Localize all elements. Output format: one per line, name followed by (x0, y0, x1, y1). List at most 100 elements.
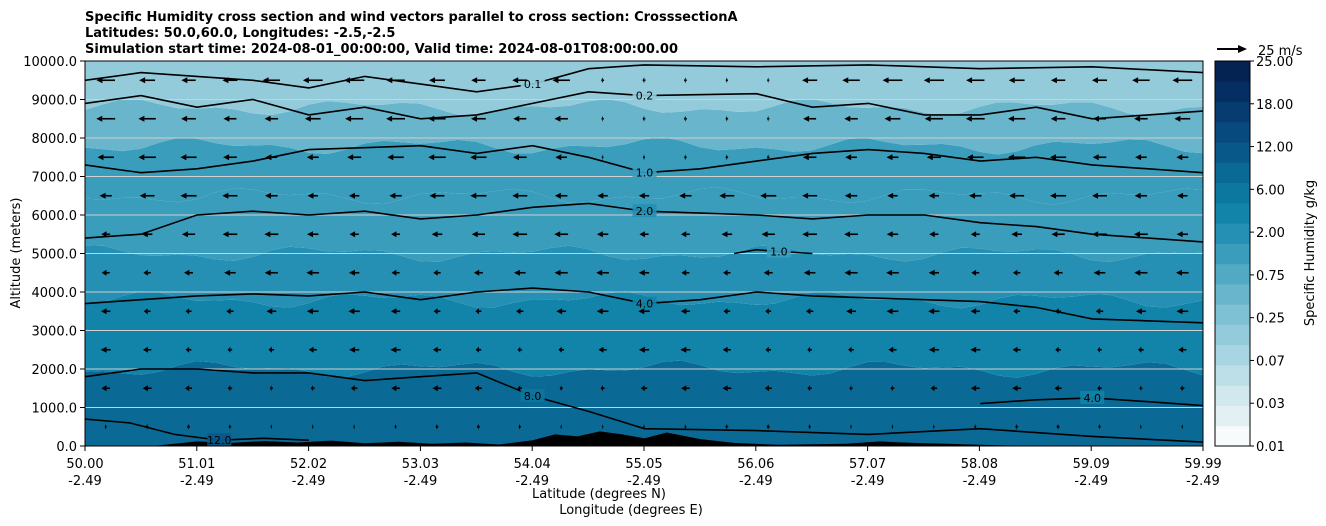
wind-vector-head (1013, 308, 1018, 315)
wind-vector-head (1139, 385, 1142, 392)
wind-vector-head (470, 154, 477, 161)
x-axis-label-latitude: Latitude (degrees N) (532, 487, 666, 502)
wind-vector-head (597, 192, 604, 199)
vector-key-arrow-head (1238, 45, 1247, 53)
wind-vector-head (601, 154, 603, 161)
contour-label: 1.0 (636, 167, 654, 180)
wind-vector-head (435, 423, 438, 430)
wind-vector-head (760, 192, 767, 199)
wind-vector-head (601, 77, 603, 84)
colorbar-segment (1215, 101, 1250, 123)
wind-vector-head (1176, 154, 1183, 161)
wind-vector-head (1177, 192, 1184, 199)
colorbar-segment (1215, 142, 1250, 163)
x-tick-label-longitude: -2.49 (1186, 474, 1220, 489)
wind-vector-head (970, 385, 977, 392)
wind-vector-head (264, 231, 271, 238)
wind-vector-head (844, 231, 851, 238)
wind-vector-head (471, 231, 478, 238)
wind-vector-head (141, 231, 148, 238)
wind-vector-head (554, 269, 561, 276)
x-tick-label-longitude: -2.49 (963, 474, 997, 489)
wind-vector-head (181, 231, 188, 238)
x-tick-label-latitude: 53.03 (402, 457, 439, 472)
wind-vector-head (99, 192, 106, 199)
wind-vector-head (386, 115, 393, 122)
x-axis: 50.00 -2.49 51.01 -2.49 52.02 -2.49 53.03 -2.49… (66, 446, 1222, 489)
x-tick-label-longitude: -2.49 (627, 474, 661, 489)
wind-vector-head (266, 308, 273, 315)
colorbar-tick-label: 0.07 (1256, 354, 1285, 369)
wind-vector-head (349, 231, 356, 238)
contour-line (85, 90, 1203, 120)
wind-vector-head (222, 192, 229, 199)
wind-vector-head (184, 385, 190, 392)
colorbar-segment (1215, 304, 1250, 325)
wind-vector-head (1134, 269, 1141, 276)
plot-area: 0.1 0.2 1.0 2.0 1.0 4.0 8.0 4.0 12.0 (85, 61, 1203, 446)
wind-vector-head (807, 346, 811, 353)
wind-vector-head (223, 115, 230, 122)
terrain (85, 431, 1203, 446)
wind-vector-head (1008, 77, 1015, 84)
wind-vector-head (433, 269, 438, 276)
x-tick-label-latitude: 59.99 (1184, 457, 1221, 472)
wind-vector-head (96, 77, 103, 84)
wind-vector-head (725, 115, 728, 122)
wind-vector-head (802, 231, 809, 238)
wind-vector-head (344, 77, 351, 84)
wind-vector-head (347, 154, 354, 161)
wind-vector-head (428, 115, 435, 122)
wind-vector-head (518, 423, 521, 430)
x-tick-label-latitude: 56.06 (737, 457, 774, 472)
wind-vector-head (1138, 346, 1142, 353)
wind-vector-head (1134, 192, 1141, 199)
contour-label: 0.2 (636, 90, 654, 103)
wind-vector-head (888, 346, 894, 353)
wind-vector-head (886, 154, 893, 161)
wind-vector-head (348, 308, 355, 315)
wind-vector-head (846, 308, 853, 315)
wind-vector-head (971, 269, 977, 276)
wind-vector-head (390, 308, 397, 315)
wind-vector-head (642, 154, 645, 161)
wind-vector-head (638, 346, 645, 353)
wind-vector-head (638, 269, 645, 276)
colorbar-tick-label: 0.03 (1256, 397, 1285, 412)
wind-vector-head (1172, 77, 1179, 84)
colorbar-segment (1215, 61, 1250, 82)
wind-vector-head (139, 192, 146, 199)
wind-vector-head (601, 115, 603, 122)
wind-vector-head (722, 346, 728, 353)
wind-vector-head (887, 192, 894, 199)
wind-vector-head (600, 385, 603, 392)
contour-label-bg (632, 296, 657, 310)
wind-vector-head (1097, 346, 1100, 353)
wind-vector-head (844, 115, 851, 122)
wind-vector-head (558, 346, 562, 353)
wind-vector-head (638, 308, 645, 315)
wind-vector-head (139, 77, 146, 84)
wind-vector-head (719, 192, 726, 199)
contour-label-bg (1080, 390, 1105, 404)
wind-vector-head (476, 423, 479, 430)
wind-vector-head (222, 231, 229, 238)
contour-line (85, 287, 1203, 324)
y-tick-label: 0.0 (56, 440, 77, 455)
wind-vector-head (1097, 385, 1100, 392)
wind-vector-head (1098, 423, 1100, 430)
wind-vector-head (928, 346, 935, 353)
wind-vector-head (969, 192, 976, 199)
colorbar-segment (1215, 405, 1250, 427)
wind-vector-head (431, 231, 438, 238)
wind-vector-head (1174, 115, 1181, 122)
x-tick-label-longitude: -2.49 (739, 474, 773, 489)
wind-vector-head (802, 154, 809, 161)
wind-vector-head (680, 231, 687, 238)
wind-vector-head (681, 269, 687, 276)
y-tick-label: 4000.0 (32, 286, 78, 301)
contour-label-bg (632, 88, 657, 102)
wind-vector-head (1132, 77, 1139, 84)
wind-vector-head (598, 346, 604, 353)
